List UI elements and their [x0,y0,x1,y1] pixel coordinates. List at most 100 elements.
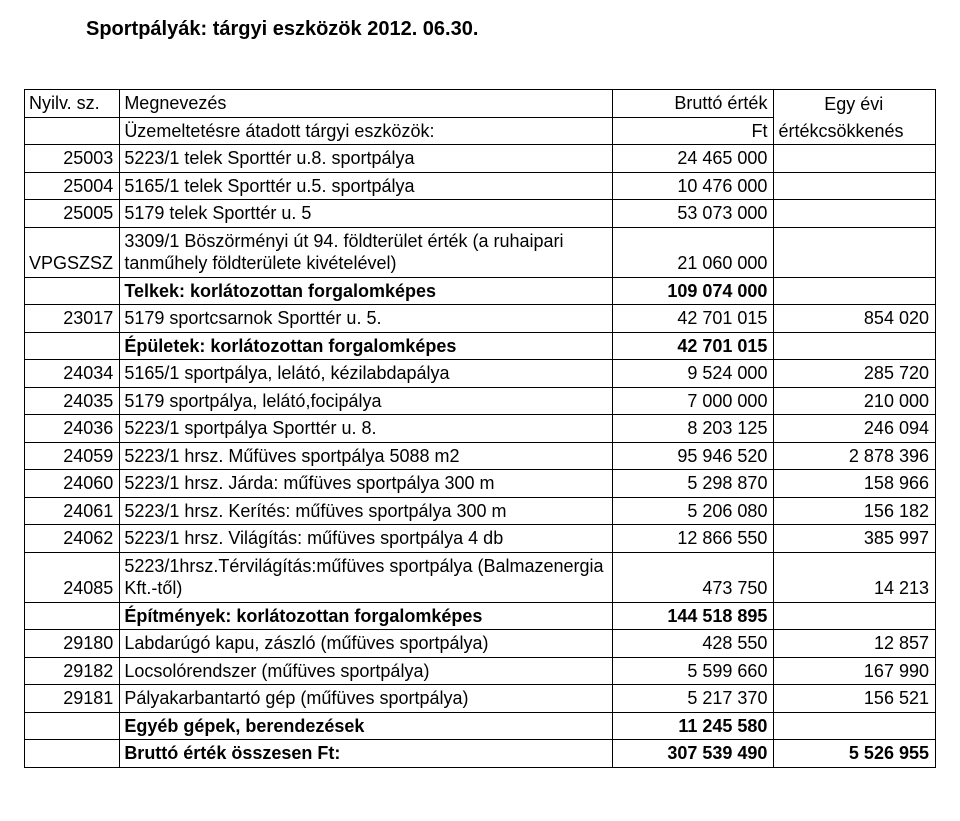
cell-value: 24 465 000 [612,145,774,173]
table-row: 240615223/1 hrsz. Kerítés: műfüves sport… [25,497,936,525]
header-val: Bruttó érték [612,90,774,118]
cell-id: 25005 [25,200,120,228]
cell-depreciation: 2 878 396 [774,442,936,470]
cell-desc: 5223/1 hrsz. Kerítés: műfüves sportpálya… [120,497,613,525]
table-row: 240365223/1 sportpálya Sporttér u. 8.8 2… [25,415,936,443]
cell-depreciation: 210 000 [774,387,936,415]
cell-id: 25004 [25,172,120,200]
cell-value: 5 217 370 [612,685,774,713]
table-row: VPGSZSZ3309/1 Böszörményi út 94. földter… [25,227,936,277]
assets-table: Nyilv. sz. Megnevezés Bruttó érték Egy é… [24,89,936,768]
cell-value: 10 476 000 [612,172,774,200]
header-id-empty [25,117,120,145]
cell-value: 9 524 000 [612,360,774,388]
cell-desc: Bruttó érték összesen Ft: [120,740,613,768]
cell-value: 8 203 125 [612,415,774,443]
header-dep-2: értékcsökkenés [774,117,936,145]
cell-value: 144 518 895 [612,602,774,630]
cell-desc: 5223/1 hrsz. Műfüves sportpálya 5088 m2 [120,442,613,470]
cell-desc: 5165/1 sportpálya, lelátó, kézilabdapály… [120,360,613,388]
table-row: 250035223/1 telek Sporttér u.8. sportpál… [25,145,936,173]
cell-depreciation: 285 720 [774,360,936,388]
cell-id: 24059 [25,442,120,470]
cell-depreciation: 14 213 [774,552,936,602]
cell-depreciation [774,602,936,630]
table-row: Építmények: korlátozottan forgalomképes1… [25,602,936,630]
cell-id: 24085 [25,552,120,602]
table-header-row: Nyilv. sz. Megnevezés Bruttó érték Egy é… [25,90,936,118]
table-row: Egyéb gépek, berendezések11 245 580 [25,712,936,740]
cell-depreciation [774,200,936,228]
table-row: 240855223/1hrsz.Térvilágítás:műfüves spo… [25,552,936,602]
header-unit: Ft [612,117,774,145]
cell-desc: 5223/1 sportpálya Sporttér u. 8. [120,415,613,443]
cell-depreciation: 158 966 [774,470,936,498]
cell-id [25,712,120,740]
table-row: 29182Locsolórendszer (műfüves sportpálya… [25,657,936,685]
cell-depreciation [774,227,936,277]
cell-desc: 5179 sportpálya, lelátó,focipálya [120,387,613,415]
table-row: 29181Pályakarbantartó gép (műfüves sport… [25,685,936,713]
cell-depreciation: 167 990 [774,657,936,685]
cell-id [25,277,120,305]
cell-id: 24034 [25,360,120,388]
table-row: 240355179 sportpálya, lelátó,focipálya7 … [25,387,936,415]
cell-id: 24035 [25,387,120,415]
cell-depreciation: 5 526 955 [774,740,936,768]
cell-id: 29182 [25,657,120,685]
cell-desc: 5165/1 telek Sporttér u.5. sportpálya [120,172,613,200]
cell-value: 5 599 660 [612,657,774,685]
cell-depreciation [774,332,936,360]
cell-id: 23017 [25,305,120,333]
cell-id [25,602,120,630]
cell-value: 53 073 000 [612,200,774,228]
cell-id: 24061 [25,497,120,525]
header-dep-1: Egy évi [774,90,936,118]
cell-desc: Telkek: korlátozottan forgalomképes [120,277,613,305]
page-title: Sportpályák: tárgyi eszközök 2012. 06.30… [24,18,936,41]
cell-desc: 5223/1 telek Sporttér u.8. sportpálya [120,145,613,173]
cell-desc: Épületek: korlátozottan forgalomképes [120,332,613,360]
cell-value: 5 206 080 [612,497,774,525]
cell-value: 5 298 870 [612,470,774,498]
cell-value: 7 000 000 [612,387,774,415]
cell-desc: Pályakarbantartó gép (műfüves sportpálya… [120,685,613,713]
cell-value: 307 539 490 [612,740,774,768]
cell-desc: Egyéb gépek, berendezések [120,712,613,740]
cell-desc: Locsolórendszer (műfüves sportpálya) [120,657,613,685]
header-desc: Megnevezés [120,90,613,118]
cell-value: 428 550 [612,630,774,658]
cell-value: 473 750 [612,552,774,602]
cell-id: VPGSZSZ [25,227,120,277]
cell-value: 21 060 000 [612,227,774,277]
cell-id: 29181 [25,685,120,713]
cell-desc: 5223/1 hrsz. Járda: műfüves sportpálya 3… [120,470,613,498]
cell-depreciation: 156 521 [774,685,936,713]
cell-id: 25003 [25,145,120,173]
table-row: 250045165/1 telek Sporttér u.5. sportpál… [25,172,936,200]
cell-depreciation: 385 997 [774,525,936,553]
table-row: 240595223/1 hrsz. Műfüves sportpálya 508… [25,442,936,470]
table-row: 29180Labdarúgó kapu, zászló (műfüves spo… [25,630,936,658]
cell-depreciation [774,172,936,200]
table-row: Telkek: korlátozottan forgalomképes109 0… [25,277,936,305]
cell-id: 29180 [25,630,120,658]
cell-desc: 5179 telek Sporttér u. 5 [120,200,613,228]
cell-depreciation: 12 857 [774,630,936,658]
cell-value: 95 946 520 [612,442,774,470]
cell-value: 11 245 580 [612,712,774,740]
cell-id: 24062 [25,525,120,553]
cell-id [25,740,120,768]
header-subtitle: Üzemeltetésre átadott tárgyi eszközök: [120,117,613,145]
cell-depreciation [774,712,936,740]
table-subheader-row: Üzemeltetésre átadott tárgyi eszközök: F… [25,117,936,145]
cell-depreciation [774,277,936,305]
header-id: Nyilv. sz. [25,90,120,118]
cell-id: 24060 [25,470,120,498]
cell-depreciation: 854 020 [774,305,936,333]
cell-value: 42 701 015 [612,332,774,360]
cell-value: 42 701 015 [612,305,774,333]
table-row: Épületek: korlátozottan forgalomképes42 … [25,332,936,360]
cell-value: 12 866 550 [612,525,774,553]
cell-value: 109 074 000 [612,277,774,305]
